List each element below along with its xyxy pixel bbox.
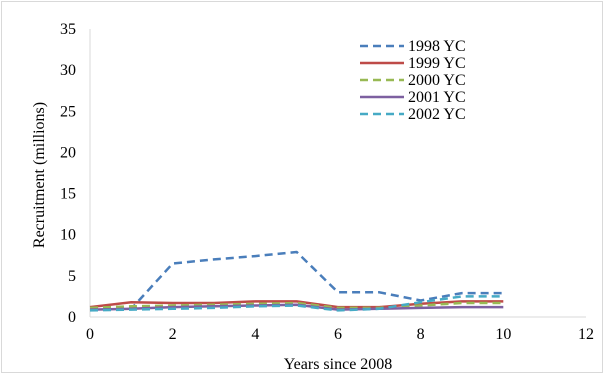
series-line-2001-yc	[89, 303, 504, 311]
y-tick-label: 5	[68, 268, 76, 285]
x-tick-label: 4	[251, 326, 259, 343]
x-tick-label: 12	[578, 326, 594, 343]
y-axis-title: Recruitment (millions)	[31, 102, 48, 248]
legend-label: 1998 YC	[408, 38, 466, 55]
y-tick-label: 15	[60, 186, 76, 203]
y-tick-label: 20	[60, 144, 76, 161]
legend-label: 1999 YC	[408, 55, 466, 72]
y-tick-label: 35	[60, 21, 76, 38]
x-axis-title: Years since 2008	[284, 356, 393, 373]
x-tick-label: 6	[334, 326, 342, 343]
y-tick-label: 30	[60, 62, 76, 79]
series-line-1999-yc	[89, 300, 504, 309]
series-line-2000-yc	[89, 301, 504, 310]
y-tick-label: 0	[68, 309, 76, 326]
series-line-2002-yc	[89, 295, 504, 312]
legend-label: 2000 YC	[408, 72, 466, 89]
x-tick-label: 0	[86, 326, 94, 343]
x-tick-label: 8	[417, 326, 425, 343]
y-tick-label: 10	[60, 227, 76, 244]
x-tick-label: 10	[495, 326, 511, 343]
y-tick-label: 25	[60, 103, 76, 120]
x-tick-label: 2	[169, 326, 177, 343]
series-line-1998-yc	[90, 250, 504, 311]
legend-label: 2001 YC	[408, 89, 466, 106]
legend-label: 2002 YC	[408, 106, 466, 123]
axes: 0 5 10 15 20 25 30 35 0 2 4 6 8 10 12	[60, 21, 594, 343]
series-lines	[89, 250, 504, 312]
